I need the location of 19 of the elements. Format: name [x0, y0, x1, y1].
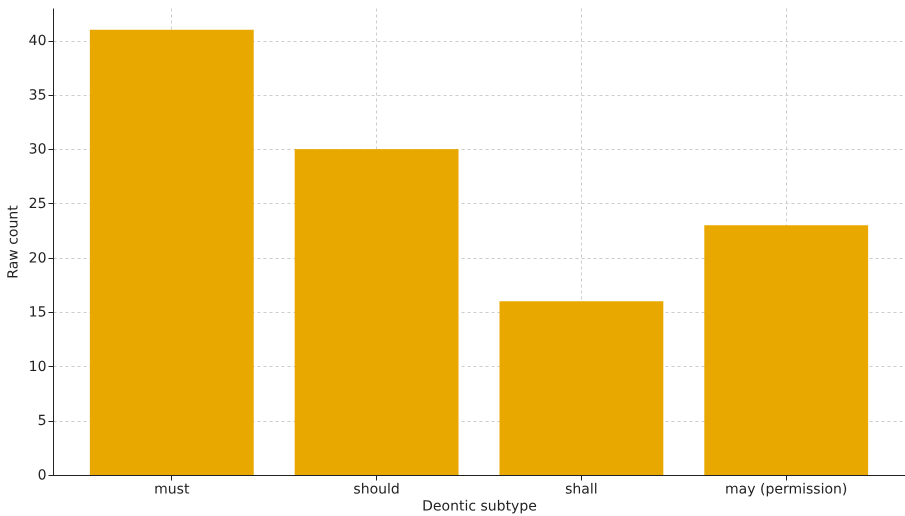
- x-tick-label: may (permission): [725, 482, 848, 498]
- bar: [294, 149, 459, 475]
- x-tick-label: must: [154, 482, 190, 498]
- x-axis-title: Deontic subtype: [422, 498, 537, 514]
- y-tick-label: 20: [28, 250, 46, 266]
- bar: [704, 225, 868, 475]
- x-tick-label: shall: [565, 482, 598, 498]
- y-tick-label: 10: [28, 358, 46, 375]
- y-tick-label: 25: [28, 196, 46, 212]
- y-tick-label: 30: [28, 142, 46, 158]
- x-tick-label: should: [353, 482, 400, 498]
- y-tick-label: 15: [28, 304, 46, 321]
- y-tick-label: 35: [28, 87, 46, 104]
- y-axis-title: Raw count: [6, 204, 22, 279]
- bar: [90, 30, 254, 475]
- bar: [499, 301, 664, 475]
- y-tick-label: 5: [38, 413, 46, 430]
- y-tick-label: 0: [38, 468, 46, 484]
- y-tick-label: 40: [28, 33, 46, 50]
